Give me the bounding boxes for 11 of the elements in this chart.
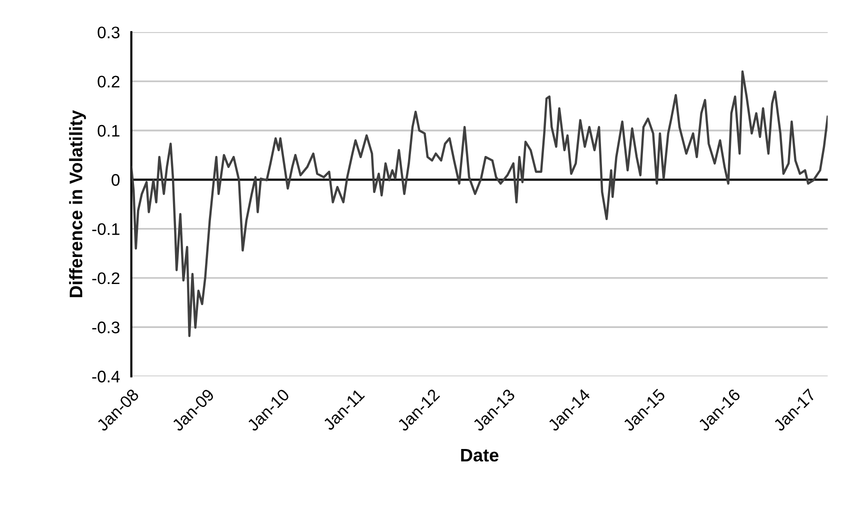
line-series [131,70,828,338]
y-tick-label: -0.2 [92,272,120,284]
y-tick-label: 0 [112,174,120,186]
y-tick-label: -0.3 [92,322,120,334]
y-tick-label: -0.4 [92,370,120,382]
y-tick-label: 0.1 [98,124,120,137]
y-axis-title: Difference in Volatility [69,110,86,298]
x-axis-title: Date [461,448,498,462]
y-tick-label: -0.1 [92,223,120,236]
y-tick-label: 0.3 [98,26,120,38]
y-tick-label: 0.2 [98,76,120,88]
